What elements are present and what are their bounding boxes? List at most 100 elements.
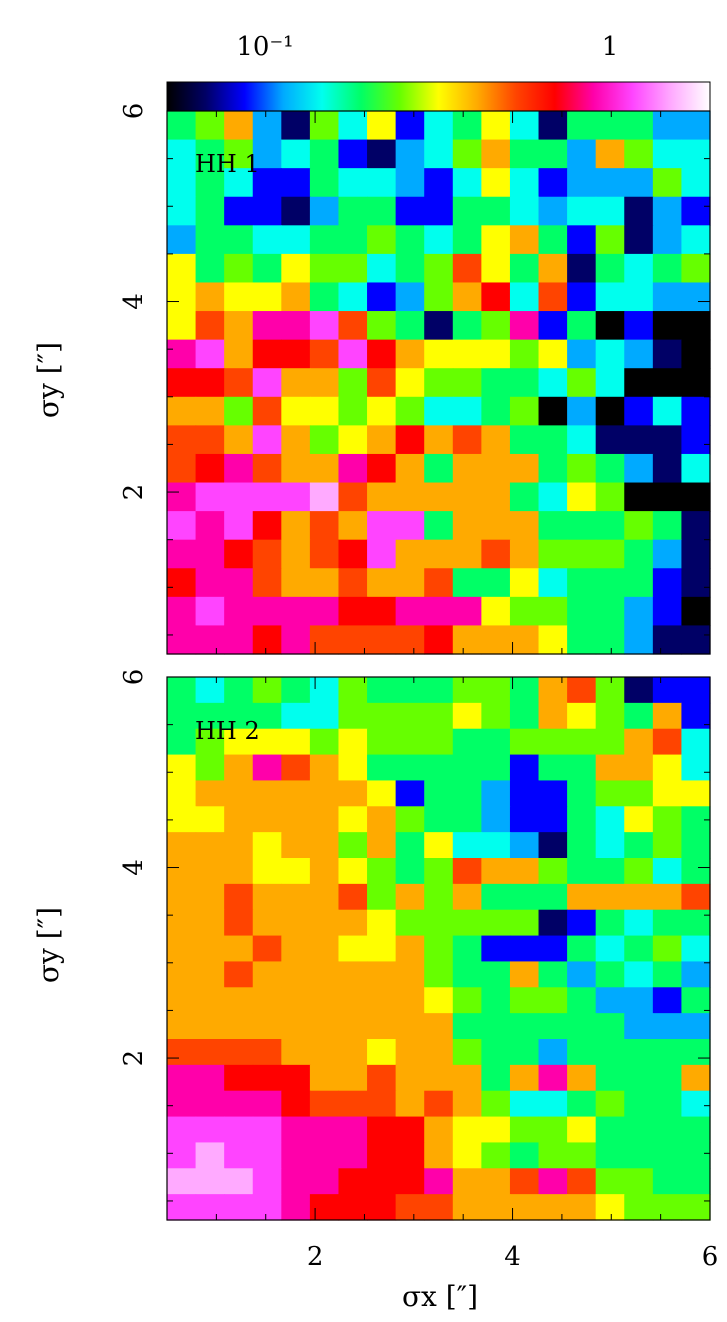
heatmap-cell (367, 168, 397, 198)
heatmap-cell (167, 677, 197, 704)
heatmap-cell (652, 883, 683, 911)
heatmap-cell (309, 909, 340, 937)
heatmap-cell (395, 225, 425, 255)
heatmap-cell (509, 1064, 540, 1092)
heatmap-cell (167, 1064, 197, 1092)
panel-hh1: HH 1 2 4 6 σy [″] (32, 103, 711, 655)
heatmap-cell (595, 1168, 625, 1195)
heatmap-cell (424, 196, 454, 226)
heatmap-cell (281, 702, 311, 730)
heatmap-cell (424, 728, 454, 756)
heatmap-cell (167, 909, 197, 937)
heatmap-cell (481, 282, 511, 312)
heatmap-cell (424, 935, 454, 963)
heatmap-cell (452, 1039, 482, 1066)
heatmap-cell (167, 425, 197, 455)
heatmap-cell (652, 253, 683, 284)
heatmap-cell (595, 568, 625, 598)
heatmap-cell (538, 368, 568, 398)
heatmap-cell (309, 196, 340, 226)
heatmap-cell (481, 987, 511, 1014)
heatmap-cell (167, 987, 197, 1014)
heatmap-cell (481, 368, 511, 398)
heatmap-cell (195, 728, 225, 756)
heatmap-cell (281, 511, 311, 541)
heatmap-cell (567, 396, 597, 426)
heatmap-cell (481, 482, 511, 512)
heatmap-cell (367, 1013, 397, 1040)
heatmap-cell (167, 780, 197, 807)
y-axis-hh1: 2 4 6 (119, 103, 711, 654)
heatmap-cell (424, 1013, 454, 1040)
heatmap-cell (281, 225, 311, 255)
heatmap-cell (681, 935, 711, 963)
heatmap-cell (167, 453, 197, 484)
heatmap-cell (338, 1194, 368, 1221)
heatmap-cell (652, 111, 683, 141)
heatmap-cell (224, 539, 254, 569)
heatmap-cell (595, 961, 625, 988)
heatmap-cell (367, 453, 397, 484)
heatmap-cell (167, 168, 197, 198)
heatmap-cell (567, 935, 597, 963)
heatmap-cell (367, 1194, 397, 1221)
heatmap-cell (195, 311, 225, 341)
heatmap-cell (224, 1039, 254, 1066)
heatmap-cell (481, 1116, 511, 1144)
heatmap-cell (595, 780, 625, 807)
heatmap-cell (681, 111, 711, 141)
heatmap-cell (167, 961, 197, 988)
heatmap-cell (624, 961, 654, 988)
heatmap-cell (424, 806, 454, 833)
heatmap-cell (652, 858, 683, 885)
heatmap-cell (652, 568, 683, 598)
heatmap-cell (681, 1013, 711, 1040)
heatmap-cell (567, 1064, 597, 1092)
heatmap-cell (624, 168, 654, 198)
heatmap-cell (338, 1116, 368, 1144)
heatmap-cell (595, 625, 625, 655)
heatmap-cell (652, 909, 683, 937)
heatmap-cell (567, 225, 597, 255)
heatmap-cell (624, 987, 654, 1014)
heatmap-cell (167, 858, 197, 885)
heatmap-cell (595, 539, 625, 569)
heatmap-cell (224, 596, 254, 627)
heatmap-cell (338, 858, 368, 885)
heatmap-cell (509, 282, 540, 312)
heatmap-cell (481, 858, 511, 885)
heatmap-cell (309, 1194, 340, 1221)
heatmap-cell (167, 139, 197, 169)
heatmap-cell (481, 425, 511, 455)
heatmap-cell (452, 311, 482, 341)
heatmap-cell (338, 339, 368, 369)
heatmap-cell (424, 832, 454, 859)
y-tick-label: 6 (119, 103, 149, 120)
heatmap-cell (252, 1013, 282, 1040)
heatmap-cell (367, 1064, 397, 1092)
heatmap-cell (624, 806, 654, 833)
heatmap-cell (538, 935, 568, 963)
heatmap-cell (252, 453, 282, 484)
heatmap-cell (367, 625, 397, 655)
heatmap-cell (309, 568, 340, 598)
heatmap-cell (452, 253, 482, 284)
y-tick-label: 2 (119, 484, 149, 501)
heatmap-cell (481, 625, 511, 655)
heatmap-cell (338, 883, 368, 911)
heatmap-cell (595, 858, 625, 885)
heatmap-cell (424, 1090, 454, 1118)
heatmap-cell (481, 961, 511, 988)
heatmap-cell (224, 909, 254, 937)
heatmap-cell (538, 453, 568, 484)
heatmap-cell (424, 1064, 454, 1092)
heatmap-cell (509, 909, 540, 937)
heatmap-cell (481, 339, 511, 369)
heatmap-cell (681, 677, 711, 704)
heatmap-cell (252, 702, 282, 730)
heatmap-cell (367, 909, 397, 937)
heatmap-cell (224, 425, 254, 455)
heatmap-cell (481, 677, 511, 704)
heatmap-cell (681, 396, 711, 426)
heatmap-cell (481, 1090, 511, 1118)
